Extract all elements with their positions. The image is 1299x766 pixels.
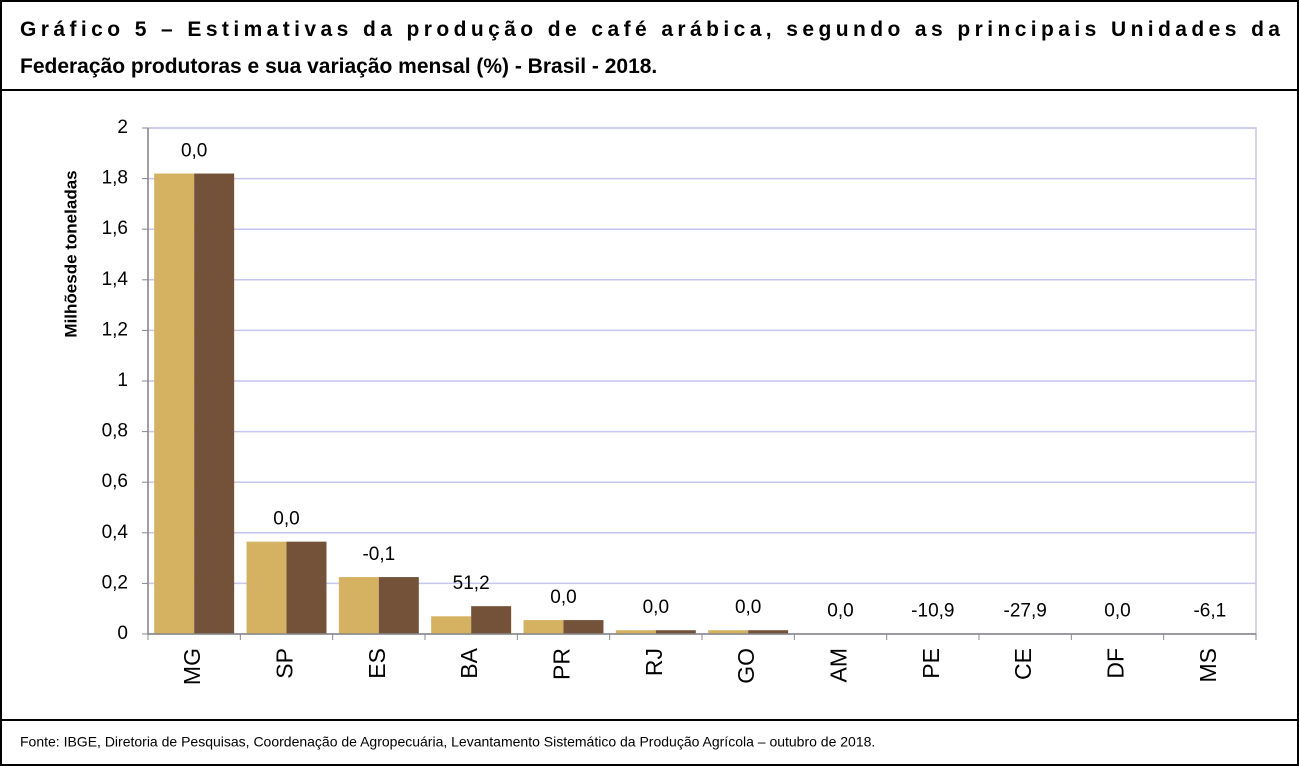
data-label: -27,9 <box>1004 601 1047 622</box>
chart-title: Gráfico 5 – Estimativas da produção de c… <box>20 18 1280 41</box>
data-label: 51,2 <box>453 573 490 594</box>
bar <box>563 620 604 634</box>
x-tick-label: BA <box>456 647 482 678</box>
x-tick-label: PR <box>549 648 575 680</box>
x-tick-label: DF <box>1103 648 1129 679</box>
x-tick-label: CE <box>1010 648 1036 680</box>
bar <box>615 630 656 634</box>
data-label: 0,0 <box>181 141 207 162</box>
x-tick-label: GO <box>733 648 759 684</box>
data-label: 0,0 <box>827 601 853 622</box>
bar <box>154 173 195 635</box>
bar <box>655 630 696 634</box>
y-tick-label: 0,8 <box>102 421 128 442</box>
x-tick-label: MS <box>1195 648 1221 683</box>
y-tick-label: 2 <box>117 117 128 138</box>
bar <box>378 577 419 634</box>
data-label: -6,1 <box>1193 601 1226 622</box>
y-tick-label: 1,6 <box>102 218 128 239</box>
data-label: -10,9 <box>911 601 954 622</box>
bar <box>708 630 749 634</box>
data-label: 0,0 <box>550 587 576 608</box>
chart-title: Federação produtoras e sua variação mens… <box>20 55 657 78</box>
source-note: Fonte: IBGE, Diretoria de Pesquisas, Coo… <box>20 734 875 750</box>
y-tick-label: 1,2 <box>102 319 128 340</box>
bar <box>286 541 327 634</box>
y-axis-label: Milhõesde toneladas <box>61 170 80 337</box>
x-tick-label: PE <box>918 648 944 679</box>
bar <box>338 577 379 634</box>
x-tick-label: ES <box>364 648 390 679</box>
x-tick-label: RJ <box>641 648 667 676</box>
bar <box>471 606 512 634</box>
bar <box>246 541 287 634</box>
x-tick-label: AM <box>826 648 852 683</box>
y-tick-label: 1 <box>117 370 128 391</box>
x-tick-label: MG <box>179 648 205 685</box>
bar <box>431 616 472 634</box>
y-tick-label: 1,8 <box>102 168 128 189</box>
bar <box>748 630 789 634</box>
y-tick-label: 0,6 <box>102 471 128 492</box>
data-label: 0,0 <box>643 597 669 618</box>
y-tick-label: 1,4 <box>102 269 129 290</box>
bar <box>523 620 564 634</box>
x-tick-label: SP <box>272 648 298 679</box>
bar <box>194 173 235 635</box>
y-tick-label: 0 <box>117 623 128 644</box>
y-tick-label: 0,4 <box>102 522 129 543</box>
data-label: -0,1 <box>362 544 395 565</box>
y-tick-label: 0,2 <box>102 572 128 593</box>
data-label: 0,0 <box>273 509 299 530</box>
data-label: 0,0 <box>1104 601 1130 622</box>
data-label: 0,0 <box>735 597 761 618</box>
